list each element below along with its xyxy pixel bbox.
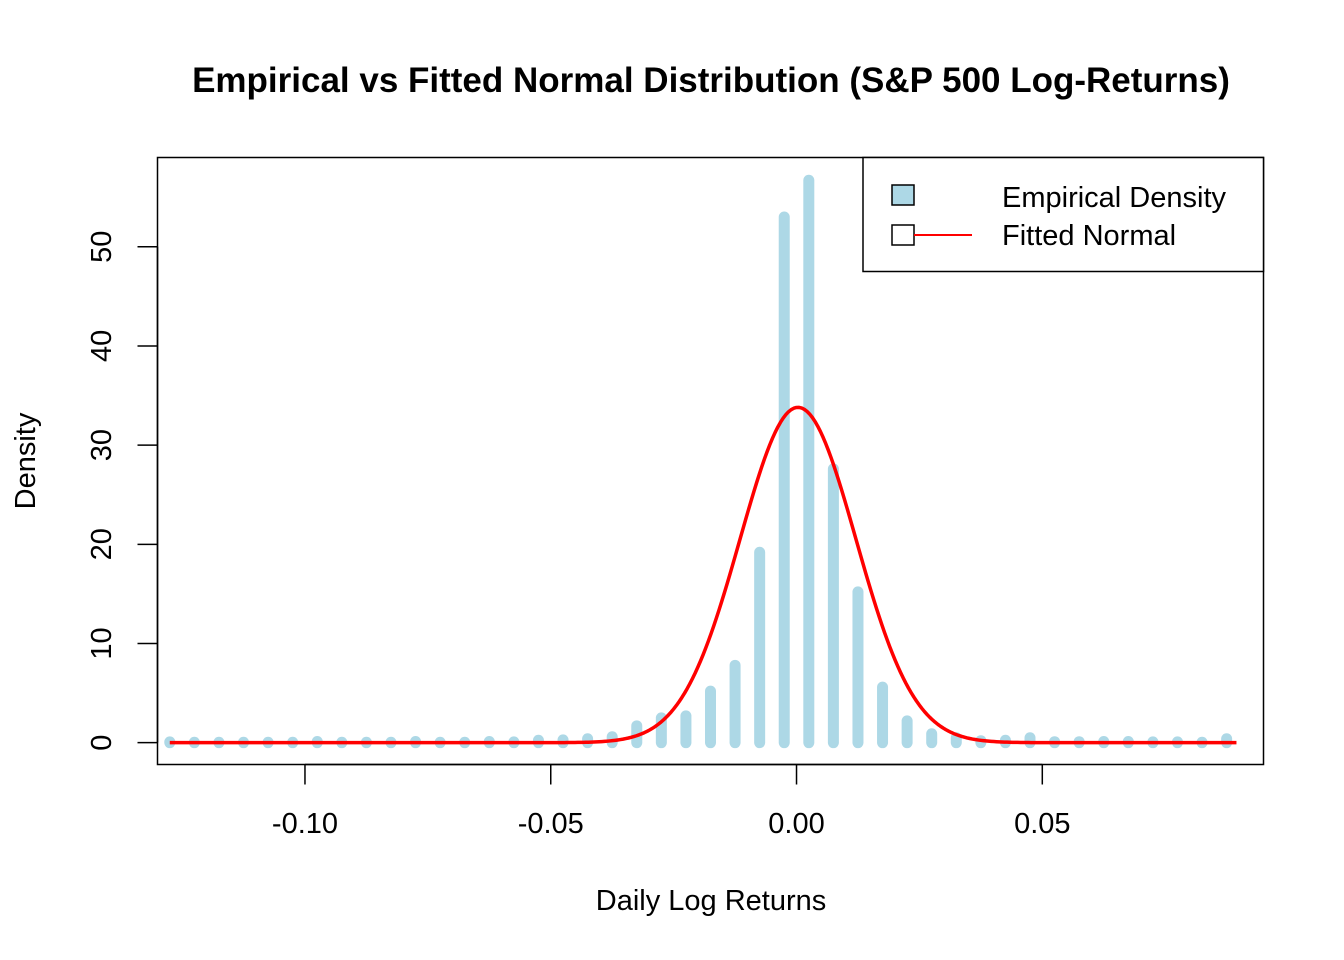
legend-label-fitted: Fitted Normal	[1002, 220, 1176, 252]
y-axis-label: Density	[10, 412, 42, 509]
legend-swatch-empirical	[891, 184, 915, 206]
legend-box	[862, 156, 1265, 273]
x-tick-label: 0.00	[768, 808, 824, 840]
y-tick-label: 20	[86, 528, 118, 560]
y-tick-label: 50	[86, 231, 118, 263]
legend-label-empirical: Empirical Density	[1002, 182, 1226, 214]
legend-swatch-fitted	[891, 224, 915, 246]
x-tick-label: -0.05	[518, 808, 584, 840]
chart-title: Empirical vs Fitted Normal Distribution …	[192, 61, 1230, 100]
fitted-normal-curve	[169, 405, 1237, 745]
x-axis: -0.10 -0.05 0.00 0.05	[272, 763, 1071, 840]
y-tick-label: 30	[86, 429, 118, 461]
y-tick-label: 10	[86, 627, 118, 659]
y-axis: 0 10 20 30 40 50	[86, 231, 159, 751]
legend: Empirical Density Fitted Normal	[862, 156, 1265, 273]
x-tick-label: -0.10	[272, 808, 338, 840]
x-axis-label: Daily Log Returns	[596, 885, 827, 917]
x-tick-label: 0.05	[1014, 808, 1070, 840]
y-tick-label: 40	[86, 330, 118, 362]
y-tick-label: 0	[86, 735, 118, 751]
